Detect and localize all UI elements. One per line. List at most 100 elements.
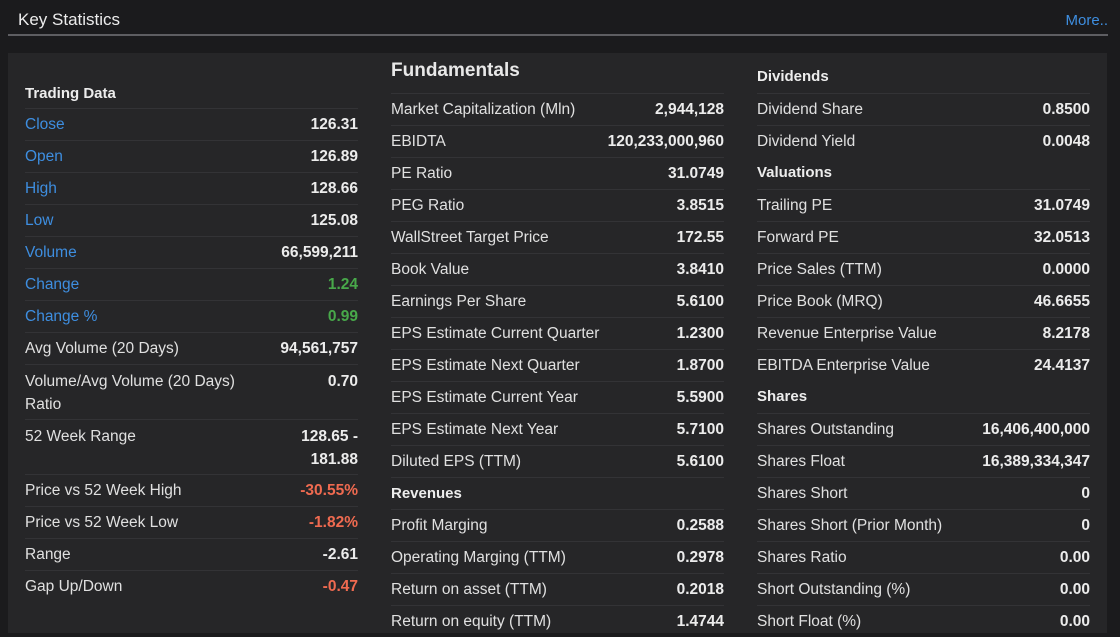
stat-value: 3.8515 <box>676 197 724 214</box>
stat-row-peg-ratio: PEG Ratio 3.8515 <box>391 189 724 221</box>
stat-value: 31.0749 <box>1033 197 1090 214</box>
stat-label: Price Sales (TTM) <box>757 261 882 278</box>
stat-value: 3.8410 <box>676 261 724 278</box>
stat-label[interactable]: High <box>25 180 57 197</box>
stat-label: Volume/Avg Volume (20 Days) Ratio <box>25 373 235 413</box>
stat-label: Trailing PE <box>757 197 833 214</box>
stat-label[interactable]: Close <box>25 116 65 133</box>
stat-row-operating-marging-ttm: Operating Marging (TTM) 0.2978 <box>391 541 724 573</box>
stat-value: 16,406,400,000 <box>982 421 1090 438</box>
stat-row-price-vs-52-week-high: Price vs 52 Week High -30.55% <box>25 474 358 506</box>
stat-row-change[interactable]: Change % 0.99 <box>25 300 358 332</box>
stat-label: EPS Estimate Current Quarter <box>391 325 600 342</box>
stat-row-close[interactable]: Close 126.31 <box>25 108 358 140</box>
stat-row-eps-estimate-next-quarter: EPS Estimate Next Quarter 1.8700 <box>391 349 724 381</box>
key-statistics-header: Key Statistics More.. <box>8 0 1108 36</box>
stat-label: EBITDA Enterprise Value <box>757 357 930 374</box>
stat-row-high[interactable]: High 128.66 <box>25 172 358 204</box>
trading-data-title: Trading Data <box>25 85 116 102</box>
stat-label: Market Capitalization (Mln) <box>391 101 576 118</box>
stat-label[interactable]: Volume <box>25 244 77 261</box>
stat-label: EBIDTA <box>391 133 446 150</box>
stat-row-market-capitalization-mln: Market Capitalization (Mln) 2,944,128 <box>391 93 724 125</box>
stat-row-shares-float: Shares Float 16,389,334,347 <box>757 445 1090 477</box>
stat-row-diluted-eps-ttm: Diluted EPS (TTM) 5.6100 <box>391 445 724 477</box>
stat-value: 0.00 <box>1059 581 1090 598</box>
dividends-title: Dividends <box>757 68 829 85</box>
stat-value: 0.0048 <box>1042 133 1090 150</box>
stat-row-range: Range -2.61 <box>25 538 358 570</box>
stat-value: 0.00 <box>1059 549 1090 566</box>
stat-row-ebitda-enterprise-value: EBITDA Enterprise Value 24.4137 <box>757 349 1090 381</box>
stat-label[interactable]: Change <box>25 276 80 293</box>
stat-value: 126.31 <box>310 116 358 133</box>
stat-row-book-value: Book Value 3.8410 <box>391 253 724 285</box>
statistics-panel: Trading Data Close 126.31 Open 126.89 High 12… <box>8 53 1107 633</box>
stat-label: Diluted EPS (TTM) <box>391 453 522 470</box>
stat-value: -2.61 <box>322 546 358 563</box>
stat-row-revenue-enterprise-value: Revenue Enterprise Value 8.2178 <box>757 317 1090 349</box>
stat-label: Short Outstanding (%) <box>757 581 911 598</box>
stat-label: Avg Volume (20 Days) <box>25 340 179 357</box>
stat-value: 2,944,128 <box>655 101 724 118</box>
stat-row-shares-outstanding: Shares Outstanding 16,406,400,000 <box>757 413 1090 445</box>
stat-label[interactable]: Open <box>25 148 63 165</box>
stat-row-profit-marging: Profit Marging 0.2588 <box>391 509 724 541</box>
stat-row-trailing-pe: Trailing PE 31.0749 <box>757 189 1090 221</box>
stat-value: 32.0513 <box>1033 229 1090 246</box>
stat-label: Price Book (MRQ) <box>757 293 883 310</box>
stat-row-eps-estimate-next-year: EPS Estimate Next Year 5.7100 <box>391 413 724 445</box>
stat-value: 0.0000 <box>1042 261 1090 278</box>
stat-value: 120,233,000,960 <box>607 133 724 150</box>
stat-label: EPS Estimate Current Year <box>391 389 578 406</box>
stat-value: 0.70 <box>327 373 358 390</box>
stat-label: Return on equity (TTM) <box>391 613 552 630</box>
stat-label: Shares Outstanding <box>757 421 895 438</box>
stat-row-eps-estimate-current-quarter: EPS Estimate Current Quarter 1.2300 <box>391 317 724 349</box>
stat-label: Return on asset (TTM) <box>391 581 547 598</box>
stat-label: PEG Ratio <box>391 197 465 214</box>
stat-row-dividend-share: Dividend Share 0.8500 <box>757 93 1090 125</box>
revenues-title: Revenues <box>391 477 724 509</box>
stat-value: 172.55 <box>676 229 724 246</box>
stat-value: 128.65 - 181.88 <box>301 428 358 468</box>
stat-label: EPS Estimate Next Quarter <box>391 357 580 374</box>
stat-value: 5.6100 <box>676 293 724 310</box>
stat-row-short-outstanding: Short Outstanding (%) 0.00 <box>757 573 1090 605</box>
stat-label: Price vs 52 Week High <box>25 482 182 499</box>
stat-value: 66,599,211 <box>281 244 358 261</box>
stat-label: Range <box>25 546 71 563</box>
more-link[interactable]: More.. <box>1065 12 1108 29</box>
stat-row-volume-avg-volume-20-days-ratio: Volume/Avg Volume (20 Days) Ratio 0.70 <box>25 364 358 419</box>
stat-value: -30.55% <box>300 482 358 499</box>
stat-row-shares-short-prior-month: Shares Short (Prior Month) 0 <box>757 509 1090 541</box>
stat-row-price-vs-52-week-low: Price vs 52 Week Low -1.82% <box>25 506 358 538</box>
stat-value: 5.7100 <box>676 421 724 438</box>
trading-data-list: Close 126.31 Open 126.89 High 128.66 Low 125.08… <box>25 108 358 602</box>
stat-row-return-on-asset-ttm: Return on asset (TTM) 0.2018 <box>391 573 724 605</box>
stat-label: Shares Ratio <box>757 549 847 566</box>
stat-value: 0.2978 <box>676 549 724 566</box>
stat-row-shares-ratio: Shares Ratio 0.00 <box>757 541 1090 573</box>
stat-label: Dividend Share <box>757 101 863 118</box>
fundamentals-title: Fundamentals <box>391 60 520 81</box>
stat-row-return-on-equity-ttm: Return on equity (TTM) 1.4744 <box>391 605 724 637</box>
stat-value: 1.24 <box>327 276 358 293</box>
stat-label[interactable]: Low <box>25 212 54 229</box>
shares-title: Shares <box>757 388 808 405</box>
stat-value: 128.66 <box>310 180 358 197</box>
stat-row-dividend-yield: Dividend Yield 0.0048 <box>757 125 1090 157</box>
stat-row-low[interactable]: Low 125.08 <box>25 204 358 236</box>
stat-row-earnings-per-share: Earnings Per Share 5.6100 <box>391 285 724 317</box>
stat-value: 125.08 <box>310 212 358 229</box>
stat-row-volume[interactable]: Volume 66,599,211 <box>25 236 358 268</box>
stat-value: 0.2018 <box>676 581 724 598</box>
stat-value: -1.82% <box>308 514 358 531</box>
stat-row-open[interactable]: Open 126.89 <box>25 140 358 172</box>
stat-label: Revenue Enterprise Value <box>757 325 937 342</box>
stat-label[interactable]: Change % <box>25 308 98 325</box>
stat-row-wallstreet-target-price: WallStreet Target Price 172.55 <box>391 221 724 253</box>
stat-label: Operating Marging (TTM) <box>391 549 566 566</box>
stat-row-change[interactable]: Change 1.24 <box>25 268 358 300</box>
stat-label: WallStreet Target Price <box>391 229 549 246</box>
